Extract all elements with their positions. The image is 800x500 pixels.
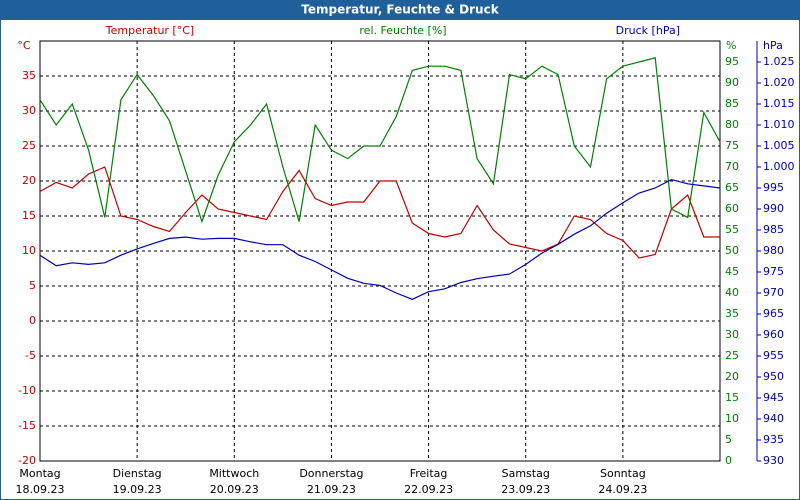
y-unit: °C bbox=[17, 39, 31, 52]
y3-tick-label: 980 bbox=[763, 244, 784, 257]
y3-tick-label: 995 bbox=[763, 181, 784, 194]
y3-tick-label: 1.010 bbox=[763, 118, 795, 131]
y-tick-label: 35 bbox=[22, 69, 36, 82]
y2-tick-label: 20 bbox=[725, 370, 739, 383]
y-tick-label: -15 bbox=[18, 419, 36, 432]
y-tick-label: 20 bbox=[22, 174, 36, 187]
y3-tick-label: 935 bbox=[763, 433, 784, 446]
y3-tick-label: 1.025 bbox=[763, 55, 795, 68]
y3-tick-label: 930 bbox=[763, 454, 784, 467]
y-tick-label: 30 bbox=[22, 104, 36, 117]
y3-tick-label: 1.000 bbox=[763, 160, 795, 173]
y3-tick-label: 960 bbox=[763, 328, 784, 341]
x-tick-label: 20.09.23 bbox=[210, 483, 259, 496]
y2-unit: % bbox=[726, 39, 736, 52]
y2-tick-label: 15 bbox=[725, 391, 739, 404]
y2-tick-label: 25 bbox=[725, 349, 739, 362]
y3-tick-label: 970 bbox=[763, 286, 784, 299]
y3-tick-label: 965 bbox=[763, 307, 784, 320]
y2-tick-label: 0 bbox=[725, 454, 732, 467]
y2-tick-label: 75 bbox=[725, 139, 739, 152]
y-tick-label: 10 bbox=[22, 244, 36, 257]
y-tick-label: 15 bbox=[22, 209, 36, 222]
chart-title: Temperatur, Feuchte & Druck bbox=[301, 3, 499, 17]
y3-tick-label: 1.015 bbox=[763, 97, 795, 110]
legend-entry: rel. Feuchte [%] bbox=[359, 24, 446, 37]
y2-tick-label: 55 bbox=[725, 223, 739, 236]
y3-unit: hPa bbox=[763, 39, 783, 52]
y3-tick-label: 990 bbox=[763, 202, 784, 215]
y2-tick-label: 35 bbox=[725, 307, 739, 320]
x-tick-label: 19.09.23 bbox=[113, 483, 162, 496]
y-tick-label: -10 bbox=[18, 384, 36, 397]
y2-tick-label: 50 bbox=[725, 244, 739, 257]
y3-tick-label: 945 bbox=[763, 391, 784, 404]
y2-tick-label: 70 bbox=[725, 160, 739, 173]
x-tick-label: 22.09.23 bbox=[404, 483, 453, 496]
y2-tick-label: 40 bbox=[725, 286, 739, 299]
y2-tick-label: 10 bbox=[725, 412, 739, 425]
y3-tick-label: 940 bbox=[763, 412, 784, 425]
y2-tick-label: 30 bbox=[725, 328, 739, 341]
x-tick-label: 23.09.23 bbox=[501, 483, 550, 496]
y-tick-label: 0 bbox=[29, 314, 36, 327]
y-tick-label: 25 bbox=[22, 139, 36, 152]
series-line bbox=[39, 178, 721, 300]
series-line bbox=[39, 57, 721, 224]
y-tick-label: -5 bbox=[25, 349, 36, 362]
x-tick-label: 24.09.23 bbox=[598, 483, 647, 496]
y3-tick-label: 985 bbox=[763, 223, 784, 236]
y2-tick-label: 60 bbox=[725, 202, 739, 215]
x-tick-label: 18.09.23 bbox=[16, 483, 65, 496]
y2-tick-label: 95 bbox=[725, 55, 739, 68]
x-tick-label: Freitag bbox=[410, 467, 448, 480]
x-tick-label: 21.09.23 bbox=[307, 483, 356, 496]
y2-tick-label: 90 bbox=[725, 76, 739, 89]
x-tick-label: Montag bbox=[19, 467, 60, 480]
y3-tick-label: 1.020 bbox=[763, 76, 795, 89]
x-tick-label: Dienstag bbox=[113, 467, 162, 480]
y3-tick-label: 955 bbox=[763, 349, 784, 362]
y2-tick-label: 80 bbox=[725, 118, 739, 131]
series-line bbox=[39, 166, 720, 259]
legend-entry: Temperatur [°C] bbox=[105, 24, 194, 37]
x-tick-label: Donnerstag bbox=[299, 467, 363, 480]
y2-tick-label: 65 bbox=[725, 181, 739, 194]
y-tick-label: 5 bbox=[29, 279, 36, 292]
x-tick-label: Samstag bbox=[502, 467, 550, 480]
y-tick-label: -20 bbox=[18, 454, 36, 467]
y2-tick-label: 45 bbox=[725, 265, 739, 278]
y2-tick-label: 85 bbox=[725, 97, 739, 110]
y3-tick-label: 950 bbox=[763, 370, 784, 383]
title-bar bbox=[0, 0, 800, 20]
legend-entry: Druck [hPa] bbox=[616, 24, 680, 37]
y2-tick-label: 5 bbox=[725, 433, 732, 446]
x-tick-label: Mittwoch bbox=[209, 467, 259, 480]
y3-tick-label: 975 bbox=[763, 265, 784, 278]
x-tick-label: Sonntag bbox=[600, 467, 646, 480]
y3-tick-label: 1.005 bbox=[763, 139, 795, 152]
